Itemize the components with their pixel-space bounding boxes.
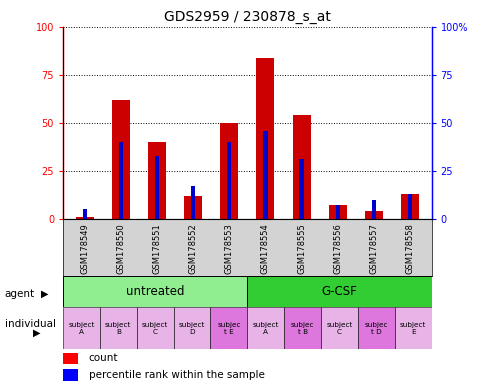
Text: individual: individual [5, 319, 56, 329]
Bar [136, 307, 173, 349]
Text: subject
C: subject C [326, 322, 352, 335]
Text: GSM178556: GSM178556 [333, 223, 342, 274]
Text: GSM178558: GSM178558 [405, 223, 414, 274]
Bar [154, 156, 159, 219]
Text: GSM178549: GSM178549 [80, 223, 89, 274]
Text: GSM178552: GSM178552 [188, 223, 197, 274]
Bar [112, 100, 130, 219]
Text: ▶: ▶ [33, 328, 40, 338]
Bar [263, 131, 267, 219]
Text: subjec
t E: subjec t E [217, 322, 240, 335]
Text: GSM178554: GSM178554 [260, 223, 270, 274]
Bar [119, 142, 123, 219]
Bar [63, 353, 77, 364]
Text: subject
C: subject C [142, 322, 168, 335]
Text: subject
D: subject D [179, 322, 205, 335]
Bar [148, 142, 166, 219]
Bar [63, 369, 77, 381]
Text: ▶: ▶ [41, 289, 48, 299]
Text: GSM178555: GSM178555 [296, 223, 305, 274]
Bar [299, 159, 303, 219]
Text: subject
A: subject A [252, 322, 278, 335]
Text: subject
A: subject A [68, 322, 94, 335]
Text: subject
B: subject B [105, 322, 131, 335]
Bar [292, 115, 310, 219]
Bar [63, 276, 247, 307]
Bar [335, 205, 339, 219]
Bar [256, 58, 274, 219]
Bar [76, 217, 93, 219]
Text: GSM178550: GSM178550 [116, 223, 125, 274]
Bar [220, 123, 238, 219]
Text: percentile rank within the sample: percentile rank within the sample [89, 370, 264, 380]
Text: count: count [89, 353, 118, 363]
Bar [394, 307, 431, 349]
Text: G-CSF: G-CSF [321, 285, 357, 298]
Bar [284, 307, 320, 349]
Bar [173, 307, 210, 349]
Text: agent: agent [5, 289, 35, 299]
Text: subjec
t B: subjec t B [290, 322, 314, 335]
Text: untreated: untreated [126, 285, 184, 298]
Bar [82, 209, 87, 219]
Text: GSM178551: GSM178551 [152, 223, 161, 274]
Bar [364, 211, 382, 219]
Bar [407, 194, 411, 219]
Bar [247, 276, 431, 307]
Bar [247, 307, 284, 349]
Bar [371, 200, 375, 219]
Text: GSM178553: GSM178553 [224, 223, 233, 274]
Text: subjec
t D: subjec t D [364, 322, 387, 335]
Bar [400, 194, 418, 219]
Title: GDS2959 / 230878_s_at: GDS2959 / 230878_s_at [164, 10, 330, 25]
Text: subject
E: subject E [399, 322, 425, 335]
Bar [210, 307, 247, 349]
Bar [184, 196, 202, 219]
Bar [328, 205, 346, 219]
Bar [320, 307, 357, 349]
Bar [357, 307, 394, 349]
Bar [227, 142, 231, 219]
Bar [100, 307, 136, 349]
Text: GSM178557: GSM178557 [369, 223, 378, 274]
Bar [63, 307, 100, 349]
Bar [191, 186, 195, 219]
